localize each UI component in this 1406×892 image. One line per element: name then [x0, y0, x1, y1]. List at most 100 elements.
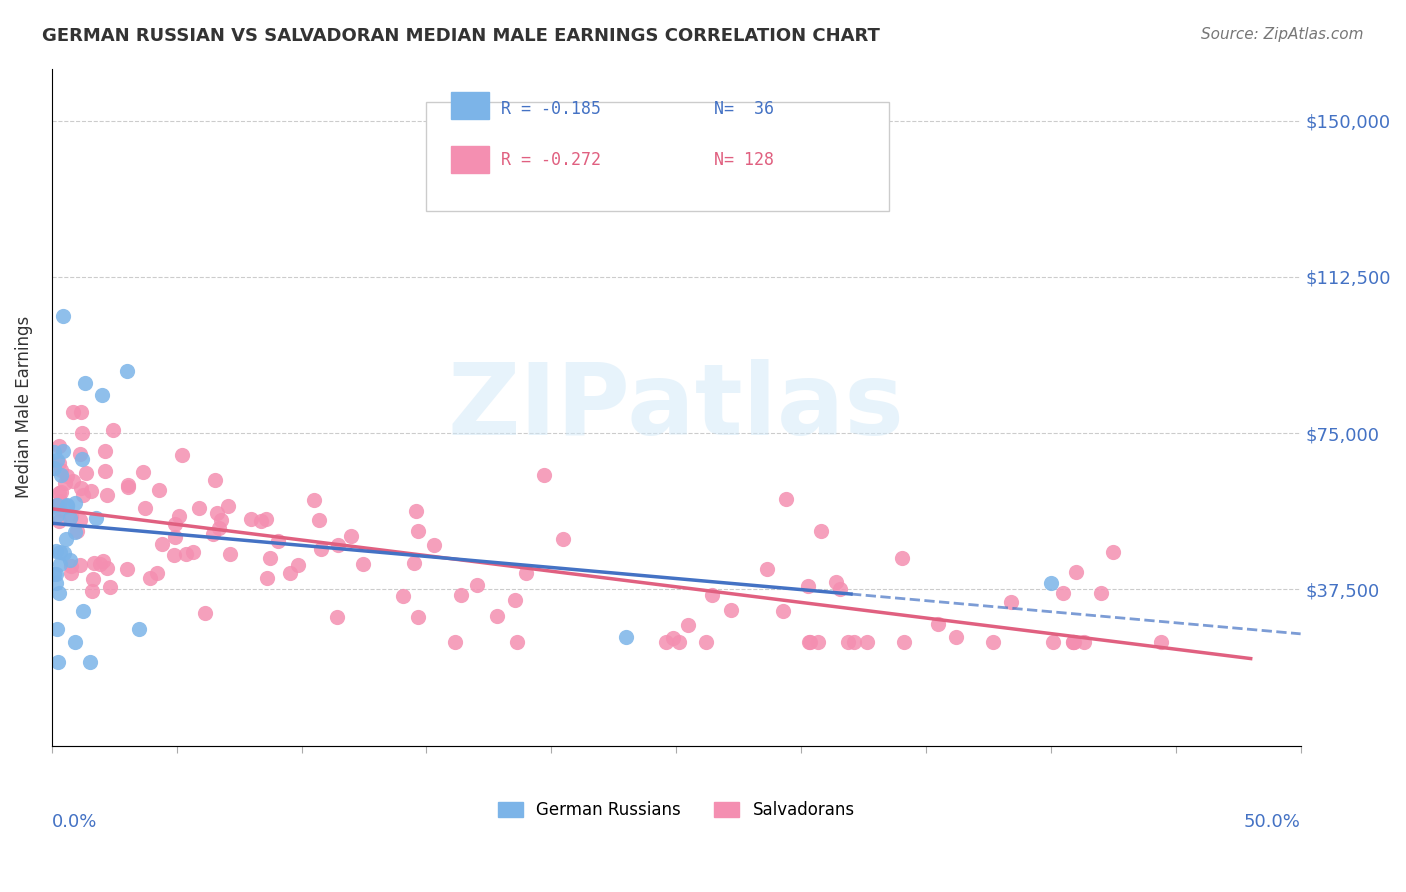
Salvadorans — [96, 561, 118, 575]
Salvadorans — [893, 634, 915, 648]
Salvadorans — [465, 578, 488, 592]
Salvadorans — [103, 423, 125, 437]
Salvadorans — [163, 548, 186, 562]
Salvadorans — [89, 557, 111, 571]
Salvadorans — [48, 497, 70, 511]
German Russians — [614, 630, 637, 644]
Salvadorans — [91, 554, 114, 568]
Salvadorans — [405, 504, 427, 518]
Salvadorans — [82, 583, 104, 598]
Salvadorans — [117, 480, 139, 494]
Salvadorans — [82, 572, 104, 586]
German Russians — [45, 508, 67, 522]
Salvadorans — [340, 529, 363, 543]
German Russians — [48, 585, 70, 599]
Salvadorans — [662, 631, 685, 645]
German Russians — [52, 443, 75, 458]
Salvadorans — [62, 405, 84, 419]
Salvadorans — [48, 439, 70, 453]
Salvadorans — [756, 562, 779, 576]
Salvadorans — [139, 571, 162, 585]
Salvadorans — [945, 630, 967, 644]
Text: R = -0.185: R = -0.185 — [502, 100, 602, 118]
German Russians — [49, 558, 72, 572]
Salvadorans — [772, 603, 794, 617]
Salvadorans — [402, 556, 425, 570]
German Russians — [1039, 576, 1062, 591]
German Russians — [44, 445, 66, 459]
German Russians — [128, 623, 150, 637]
Salvadorans — [856, 634, 879, 648]
Salvadorans — [150, 536, 173, 550]
Text: GERMAN RUSSIAN VS SALVADORAN MEDIAN MALE EARNINGS CORRELATION CHART: GERMAN RUSSIAN VS SALVADORAN MEDIAN MALE… — [42, 27, 880, 45]
German Russians — [59, 552, 82, 566]
Salvadorans — [891, 550, 914, 565]
Salvadorans — [1073, 634, 1095, 648]
Salvadorans — [117, 478, 139, 492]
Salvadorans — [202, 527, 225, 541]
Salvadorans — [311, 542, 333, 557]
German Russians — [63, 496, 86, 510]
Salvadorans — [981, 634, 1004, 648]
Y-axis label: Median Male Earnings: Median Male Earnings — [15, 316, 32, 499]
Salvadorans — [695, 634, 717, 648]
Salvadorans — [842, 634, 865, 648]
Salvadorans — [668, 634, 690, 648]
Salvadorans — [98, 580, 121, 594]
German Russians — [45, 544, 67, 558]
Salvadorans — [515, 566, 537, 581]
Salvadorans — [94, 444, 117, 458]
Salvadorans — [352, 557, 374, 571]
Salvadorans — [249, 514, 271, 528]
Salvadorans — [450, 589, 472, 603]
Salvadorans — [1101, 545, 1123, 559]
Salvadorans — [287, 558, 309, 573]
German Russians — [49, 545, 72, 559]
Salvadorans — [48, 486, 70, 500]
German Russians — [59, 511, 82, 525]
Salvadorans — [51, 485, 73, 500]
German Russians — [53, 546, 76, 560]
Salvadorans — [96, 488, 118, 502]
German Russians — [45, 567, 67, 582]
Salvadorans — [170, 448, 193, 462]
Salvadorans — [59, 558, 82, 573]
Salvadorans — [799, 634, 821, 648]
German Russians — [63, 525, 86, 540]
Salvadorans — [720, 603, 742, 617]
Text: 50.0%: 50.0% — [1244, 814, 1301, 831]
Salvadorans — [308, 513, 330, 527]
Salvadorans — [134, 501, 156, 516]
Salvadorans — [146, 566, 169, 581]
Salvadorans — [1062, 634, 1084, 648]
Salvadorans — [837, 634, 859, 648]
Salvadorans — [700, 588, 723, 602]
Text: ZIPatlas: ZIPatlas — [447, 359, 904, 456]
Salvadorans — [148, 483, 170, 497]
German Russians — [52, 310, 75, 324]
Salvadorans — [775, 491, 797, 506]
Salvadorans — [256, 571, 278, 585]
Salvadorans — [60, 566, 83, 580]
Salvadorans — [70, 481, 93, 495]
Salvadorans — [505, 593, 527, 607]
Text: Source: ZipAtlas.com: Source: ZipAtlas.com — [1201, 27, 1364, 42]
Salvadorans — [69, 558, 91, 572]
Salvadorans — [69, 513, 91, 527]
Salvadorans — [174, 547, 197, 561]
German Russians — [56, 498, 79, 512]
Salvadorans — [807, 634, 830, 648]
Salvadorans — [1090, 586, 1112, 600]
Salvadorans — [69, 447, 91, 461]
German Russians — [65, 635, 87, 649]
German Russians — [70, 451, 93, 466]
Salvadorans — [60, 509, 83, 524]
Salvadorans — [165, 517, 187, 532]
Salvadorans — [1062, 634, 1084, 648]
Salvadorans — [70, 426, 93, 441]
Salvadorans — [72, 488, 94, 502]
German Russians — [44, 567, 66, 582]
German Russians — [44, 576, 66, 591]
Salvadorans — [423, 538, 446, 552]
Salvadorans — [254, 512, 277, 526]
